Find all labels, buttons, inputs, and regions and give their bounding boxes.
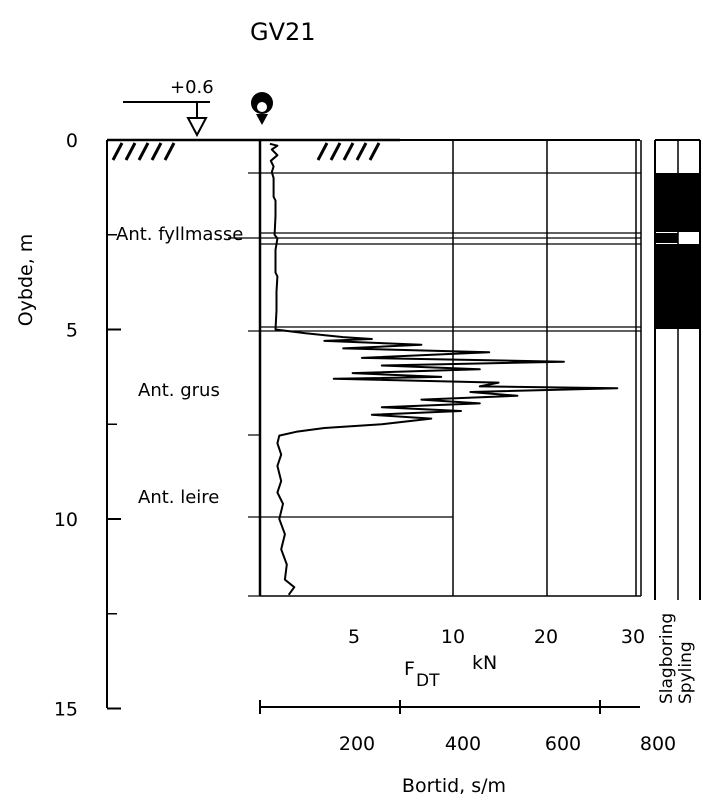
ground-hatch [137,142,150,161]
layer-label-fyllmasse: Ant. fyllmasse [116,224,243,245]
drop-pin-icon [251,92,273,125]
time-tick-600: 600 [545,733,581,755]
force-axis-unit: kN [472,652,497,674]
depth-tick-label: 5 [66,320,78,342]
figure-title: GV21 [250,18,316,46]
ground-hatch [316,142,329,161]
water-level-marker: +0.6 [123,77,214,138]
force-axis: 5 10 20 30 F DT kN [348,626,645,691]
force-tick-5: 5 [348,626,360,648]
time-tick-800: 800 [640,733,676,755]
force-axis-subscript: DT [416,671,440,691]
force-curve [269,142,619,596]
ground-hatch [329,142,342,161]
slagboring-fill-upper [655,173,700,232]
chart-frame [228,139,642,597]
time-tick-400: 400 [445,733,481,755]
ground-surface [107,138,400,161]
depth-tick-label: 15 [54,699,78,721]
ground-hatch [111,142,124,161]
layer-label-grus: Ant. grus [138,380,220,401]
force-tick-30: 30 [621,626,645,648]
time-axis-label: Bortid, s/m [402,775,506,797]
force-tick-20: 20 [534,626,558,648]
slagboring-fill-lower [655,244,700,329]
ground-hatch [163,142,176,161]
ground-hatch [342,142,355,161]
force-tick-10: 10 [441,626,465,648]
ground-hatch [368,142,381,161]
ground-hatch [124,142,137,161]
depth-tick-label: 10 [54,509,78,531]
method-label-slagboring: Slagboring [657,613,677,704]
time-tick-200: 200 [339,733,375,755]
depth-axis: 0 5 10 15 Oybde, m [15,130,121,721]
depth-tick-label: 0 [66,130,78,152]
method-label-spyling: Spyling [676,641,696,704]
depth-axis-label: Oybde, m [15,234,37,327]
water-level-label: +0.6 [170,77,214,98]
time-axis: 200 400 600 800 Bortid, s/m [259,700,676,797]
ground-hatch [150,142,163,161]
ground-hatch [355,142,368,161]
force-axis-label: F [404,658,415,680]
layer-label-leire: Ant. leire [138,487,219,508]
method-columns: Slagboring Spyling [654,139,701,704]
